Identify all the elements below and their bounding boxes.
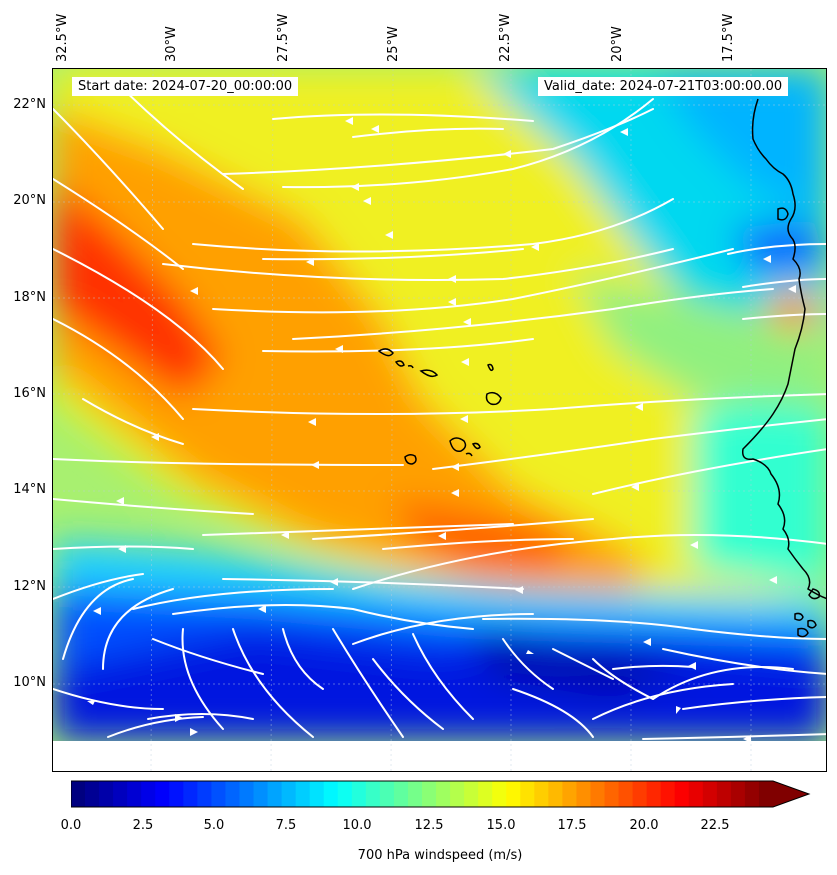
colorbar-tick: 22.5 [700, 818, 730, 833]
colorbar-step [323, 781, 339, 807]
cape-verde-islands [377, 348, 502, 465]
lon-label-20w: 20°W [610, 26, 625, 62]
colorbar-step [141, 781, 156, 807]
colorbar-step [169, 781, 184, 807]
colorbar-tick: 20.0 [629, 818, 659, 833]
colorbar [70, 780, 811, 814]
colorbar-step [492, 781, 507, 807]
lon-label-25w: 25°W [386, 26, 401, 62]
colorbar-step [379, 781, 395, 807]
colorbar-step [646, 781, 662, 807]
colorbar-step [590, 781, 606, 807]
colorbar-step [113, 781, 128, 807]
colorbar-tick: 17.5 [557, 818, 587, 833]
colorbar-step [548, 781, 563, 807]
colorbar-step [450, 781, 465, 807]
start-date-label: Start date: 2024-07-20_00:00:00 [72, 77, 299, 96]
colorbar-step [337, 781, 353, 807]
colorbar-step [253, 781, 269, 807]
lat-label-10n: 10°N [13, 675, 46, 690]
colorbar-step [99, 781, 114, 807]
colorbar-step [660, 781, 676, 807]
colorbar-step [730, 781, 746, 807]
colorbar-step [225, 781, 241, 807]
colorbar-step [351, 781, 367, 807]
streamline-arrows [87, 117, 796, 743]
colorbar-step [85, 781, 100, 807]
colorbar-tick: 7.5 [275, 818, 297, 833]
colorbar-step [464, 781, 479, 807]
colorbar-step [365, 781, 381, 807]
colorbar-step [688, 781, 704, 807]
lon-label-17-5w: 17.5°W [721, 13, 736, 62]
colorbar-step [183, 781, 198, 807]
colorbar-step [267, 781, 283, 807]
windspeed-field [53, 69, 826, 771]
lat-label-18n: 18°N [13, 290, 46, 305]
colorbar-step [562, 781, 578, 807]
colorbar-step [295, 781, 311, 807]
colorbar-step [155, 781, 170, 807]
lat-label-12n: 12°N [13, 579, 46, 594]
colorbar-tick: 10.0 [342, 818, 372, 833]
colorbar-step [576, 781, 592, 807]
colorbar-tick: 2.5 [132, 818, 154, 833]
colorbar-step [506, 781, 521, 807]
colorbar-step [758, 781, 774, 807]
colorbar-step [702, 781, 718, 807]
windspeed-map [52, 68, 827, 772]
colorbar-step [520, 781, 535, 807]
colorbar-extend-arrow [773, 781, 809, 807]
colorbar-label: 700 hPa windspeed (m/s) [357, 848, 523, 863]
colorbar-step [604, 781, 620, 807]
colorbar-step [744, 781, 760, 807]
lat-label-16n: 16°N [13, 386, 46, 401]
colorbar-step [674, 781, 690, 807]
coastline [741, 98, 826, 638]
colorbar-step [197, 781, 212, 807]
lon-label-27-5w: 27.5°W [276, 13, 291, 62]
colorbar-tick: 12.5 [414, 818, 444, 833]
colorbar-tick: 15.0 [486, 818, 516, 833]
valid-date-label: Valid_date: 2024-07-21T03:00:00.00 [538, 77, 789, 96]
colorbar-step [393, 781, 409, 807]
colorbar-step [211, 781, 227, 807]
colorbar-step [309, 781, 325, 807]
colorbar-step [239, 781, 255, 807]
colorbar-step [534, 781, 549, 807]
colorbar-step [716, 781, 732, 807]
colorbar-step [422, 781, 437, 807]
colorbar-step [436, 781, 451, 807]
colorbar-outline [70, 780, 811, 808]
lat-label-22n: 22°N [13, 97, 46, 112]
colorbar-gradient [70, 780, 811, 808]
colorbar-step [632, 781, 648, 807]
colorbar-step [127, 781, 142, 807]
colorbar-step [618, 781, 634, 807]
colorbar-step [281, 781, 297, 807]
colorbar-step [478, 781, 493, 807]
lon-label-30w: 30°W [164, 26, 179, 62]
lat-label-20n: 20°N [13, 193, 46, 208]
colorbar-tick: 0.0 [60, 818, 82, 833]
lat-label-14n: 14°N [13, 482, 46, 497]
colorbar-step [71, 781, 86, 807]
lon-label-22-5w: 22.5°W [498, 13, 513, 62]
colorbar-step [407, 781, 423, 807]
colorbar-tick: 5.0 [203, 818, 225, 833]
lon-label-32-5w: 32.5°W [55, 13, 70, 62]
